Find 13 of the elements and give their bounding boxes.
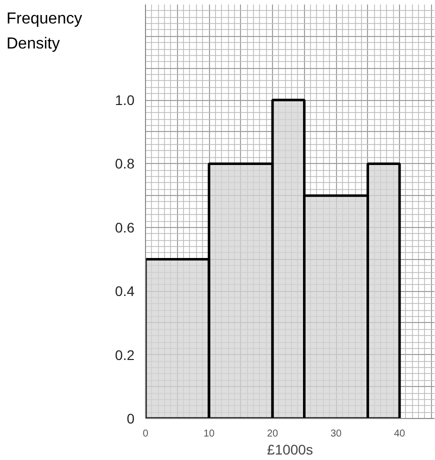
y-axis-title: Frequency Density: [6, 10, 82, 52]
x-tick-label: 20: [266, 428, 279, 440]
x-tick-label: 40: [394, 428, 406, 440]
x-tick-label: 0: [142, 428, 149, 440]
x-tick-label: 10: [203, 428, 216, 440]
y-tick-label: 0: [126, 410, 135, 426]
x-axis-title: £1000s: [267, 442, 313, 458]
y-tick-label: 0.2: [115, 346, 135, 363]
x-tick-label: 30: [330, 428, 342, 440]
y-tick-label: 0.8: [115, 156, 135, 172]
y-tick-label: 0.4: [115, 283, 135, 300]
y-tick-label: 0.6: [115, 219, 135, 236]
y-tick-label: 1.0: [115, 92, 135, 108]
